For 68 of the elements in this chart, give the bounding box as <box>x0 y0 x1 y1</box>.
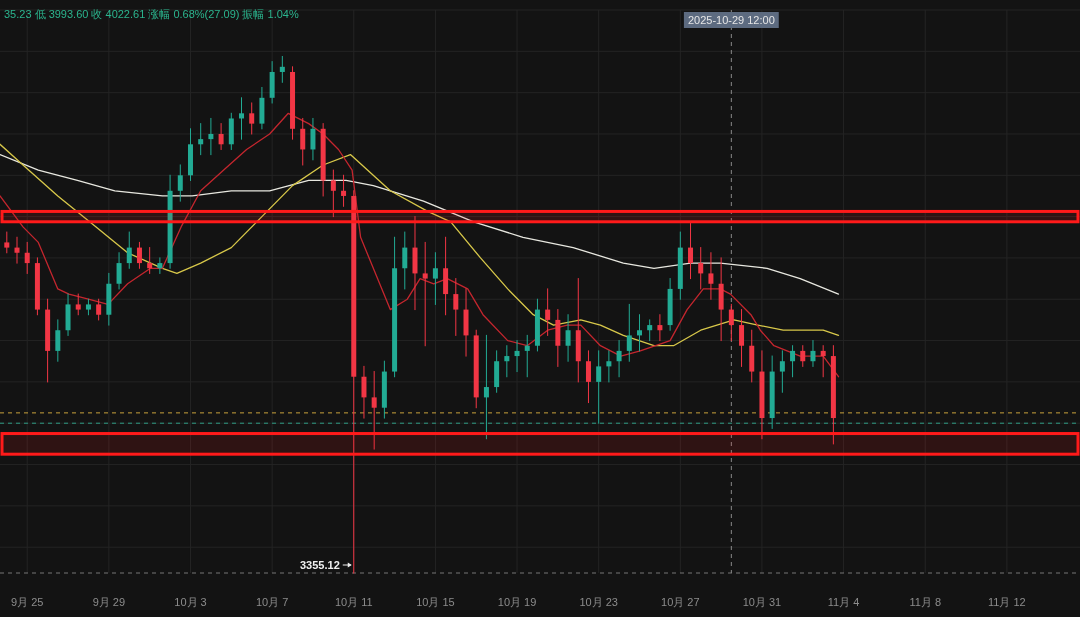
candlestick <box>514 340 520 373</box>
candlestick <box>453 278 459 336</box>
candlestick <box>75 293 81 316</box>
candlestick <box>116 252 122 290</box>
candlestick <box>310 117 316 161</box>
candlestick <box>779 350 785 393</box>
x-tick-label: 11月 12 <box>988 596 1026 608</box>
candlestick <box>585 350 591 404</box>
x-tick-label: 10月 3 <box>174 596 207 608</box>
x-tick-label: 11月 4 <box>827 596 860 608</box>
candlestick <box>483 334 489 440</box>
candlestick <box>637 314 642 352</box>
candlestick <box>126 231 132 269</box>
x-tick-label: 10月 23 <box>579 596 618 608</box>
candlestick <box>728 303 734 342</box>
candlestick <box>96 298 102 321</box>
candlestick <box>157 257 163 274</box>
candlestick <box>800 345 806 367</box>
candlestick <box>647 319 653 342</box>
candlestick <box>688 221 694 280</box>
candlestick <box>198 123 204 156</box>
x-tick-label: 11月 8 <box>909 596 942 608</box>
candlestick <box>14 236 20 264</box>
candlestick <box>239 97 245 140</box>
candlestick <box>626 303 632 362</box>
candlestick <box>606 350 612 383</box>
candlestick <box>249 102 255 135</box>
candlestick <box>55 319 61 362</box>
text: 35.23 低 3993.60 收 4022.61 涨幅 0.68%(27.09) 振幅 1.04% <box>4 8 299 20</box>
x-tick-label: 10月 15 <box>416 596 455 608</box>
candlestick <box>810 340 816 367</box>
candlestick <box>24 241 30 274</box>
candlestick <box>361 365 367 419</box>
candlestick <box>147 247 153 274</box>
candlestick <box>545 288 551 336</box>
candlestick <box>341 174 347 207</box>
x-tick-label: 9月 25 <box>11 596 44 608</box>
x-tick-label: 10月 27 <box>661 596 700 608</box>
candlestick <box>616 340 622 378</box>
candlestick <box>136 241 142 269</box>
candlestick <box>596 350 602 424</box>
candlestick <box>657 314 663 342</box>
candlestick <box>279 55 285 83</box>
candlestick <box>218 123 224 150</box>
candlestick <box>422 241 428 347</box>
candlestick <box>698 247 704 290</box>
candlestick <box>524 334 530 378</box>
candlestick <box>565 314 571 362</box>
candlestick <box>371 371 377 450</box>
candlestick <box>402 231 408 290</box>
candlestick <box>177 164 183 202</box>
candlestick <box>790 345 796 378</box>
candlestick <box>300 117 306 166</box>
x-tick-label: 10月 7 <box>255 596 289 608</box>
x-tick-label: 10月 19 <box>497 596 537 608</box>
annotation: 3355.12 <box>300 559 340 571</box>
candlestick <box>504 345 510 378</box>
candlestick <box>820 345 826 378</box>
candlestick <box>739 309 745 367</box>
candlestick <box>208 117 214 156</box>
x-tick-label: 10月 31 <box>742 596 782 608</box>
ref-line-label: 2025-10-29 12:00 <box>687 14 775 26</box>
candlestick <box>330 169 336 218</box>
x-tick-label: 9月 29 <box>92 596 126 608</box>
x-tick-label: 10月 11 <box>334 596 373 608</box>
candlestick <box>432 252 438 305</box>
candlestick <box>708 252 714 300</box>
candlestick <box>4 231 10 254</box>
